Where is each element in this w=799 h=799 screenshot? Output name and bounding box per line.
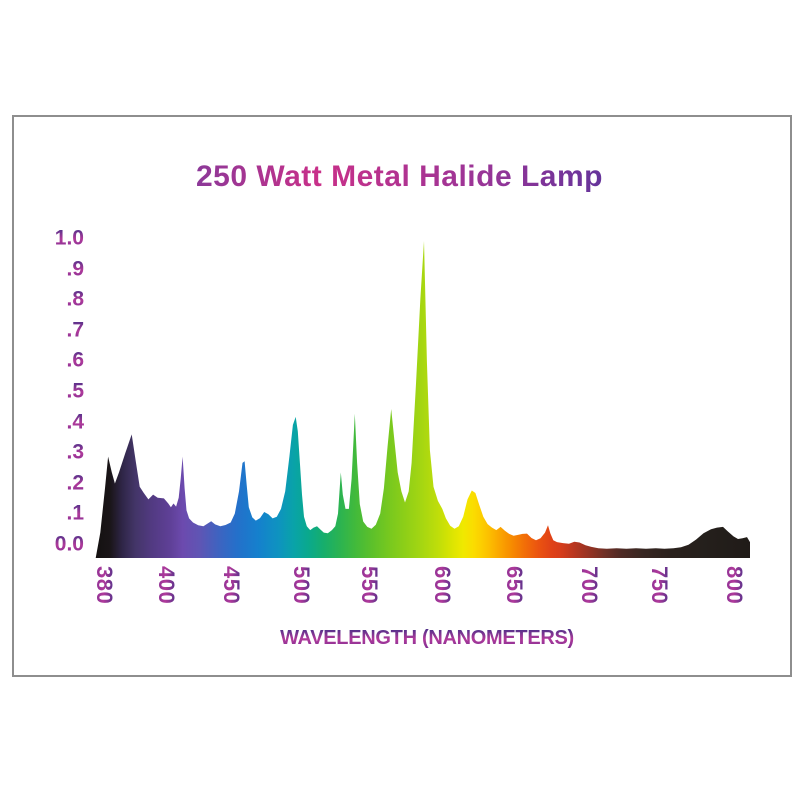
y-tick-label: .5 [66,380,84,403]
y-tick-label: .8 [66,288,84,311]
x-tick-label: 550 [357,566,382,604]
x-tick-label: 650 [502,566,527,604]
x-tick-label: 800 [722,566,747,604]
x-axis-title: WAVELENGTH (NANOMETERS) [280,627,574,649]
x-tick-label: 400 [154,566,179,604]
y-tick-label: 1.0 [55,227,84,250]
y-tick-label: .7 [66,319,84,342]
y-tick-label: .2 [66,472,84,495]
y-tick-label: .6 [66,349,84,372]
x-tick-label: 380 [92,566,117,604]
x-tick-label: 750 [647,566,672,604]
y-tick-label: .3 [66,441,84,464]
y-tick-label: .4 [66,411,84,434]
chart-frame [12,115,792,677]
y-tick-label: .1 [66,502,84,525]
x-tick-label: 450 [219,566,244,604]
x-tick-label: 500 [289,566,314,604]
x-axis-ticks: 380 400 450 500 550 600 650 700 750 800 [92,566,747,604]
spectrum-area [95,241,750,558]
x-tick-label: 700 [577,566,602,604]
y-axis-ticks: 1.0 .9 .8 .7 .6 .5 .4 .3 .2 .1 0.0 [55,227,85,556]
y-tick-label: .9 [66,258,84,281]
x-tick-label: 600 [430,566,455,604]
y-tick-label: 0.0 [55,533,84,556]
chart-title: 250 Watt Metal Halide Lamp [0,160,799,194]
